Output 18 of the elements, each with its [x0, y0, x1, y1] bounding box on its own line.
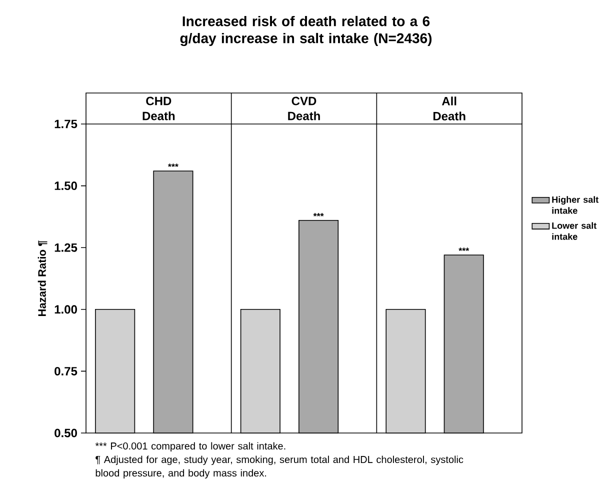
text: *** P<0.001 compared to lower salt intake.	[95, 442, 286, 452]
x-tick-label: All Death	[433, 96, 466, 120]
y-tick-label: 1.75	[54, 120, 78, 128]
y-tick-label: 1.50	[54, 182, 77, 190]
y-axis-title: Hazard Ratio ¶	[38, 240, 48, 316]
annotation: ***	[168, 164, 178, 167]
legend-label: Lower salt intake	[552, 222, 597, 240]
annotation: ***	[313, 213, 324, 216]
y-tick-label: 1.25	[54, 243, 78, 252]
annotation: ***	[458, 248, 470, 251]
x-tick-label: CVD Death	[288, 96, 320, 120]
y-tick-label: 0.75	[54, 366, 78, 376]
text: ¶ Adjusted for age, study year, smoking, serum total and HDL cholesterol, systolic blood pressure, and body mass index.	[96, 456, 464, 479]
x-tick-label: CHD Death	[142, 96, 175, 120]
y-tick-label: 0.50	[54, 428, 77, 438]
y-tick-label: 1.00	[54, 305, 77, 314]
chart-title: Increased risk of death related to a 6 g/day increase in salt intake (N=2436)	[180, 16, 432, 46]
legend-label: Higher salt intake	[552, 196, 599, 214]
